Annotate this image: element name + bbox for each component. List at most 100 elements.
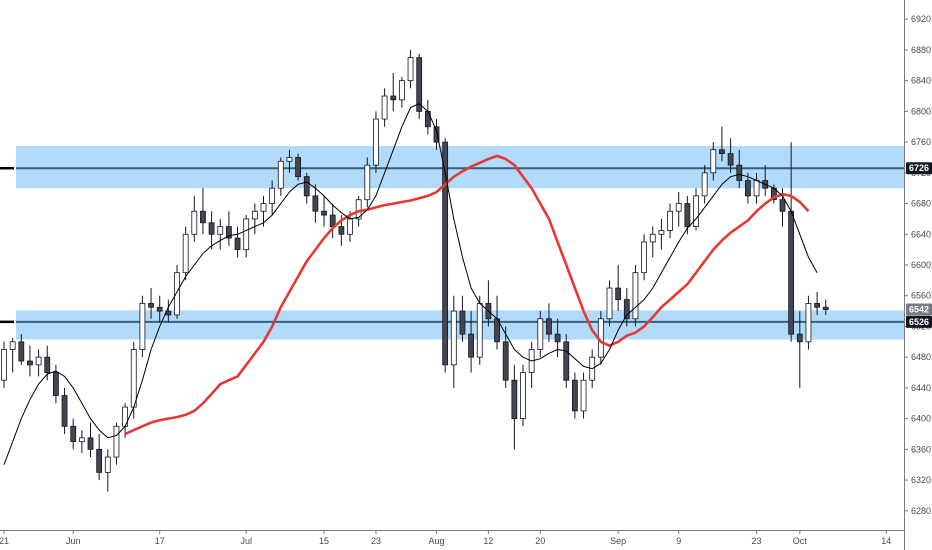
price-tag-box <box>906 303 932 316</box>
candle-body <box>753 180 760 197</box>
candle-body <box>572 379 578 412</box>
price-tick-label: 6680 <box>911 199 931 209</box>
candle-body <box>684 203 691 227</box>
candle-body <box>710 149 717 174</box>
candle-body <box>814 303 820 308</box>
candle-body <box>615 287 622 300</box>
candle-body <box>373 118 379 166</box>
candle-body <box>18 341 25 362</box>
price-tag-label: 6726 <box>909 163 929 173</box>
time-tick-label: 23 <box>752 536 762 546</box>
candle-body <box>727 153 734 166</box>
candle-body <box>347 218 353 235</box>
price-tags-layer: 6726 6542 6526 <box>906 162 932 328</box>
candle-body <box>805 303 812 343</box>
candle-body <box>459 310 466 335</box>
time-tick-label: Jun <box>66 536 81 546</box>
candle-body <box>675 203 682 212</box>
ma-slow-line <box>124 154 810 436</box>
price-tick-label: 6840 <box>911 76 931 86</box>
time-tick-label: 9 <box>676 536 681 546</box>
price-tag-label: 6526 <box>909 317 929 327</box>
candle-body <box>641 241 647 274</box>
candle-body <box>182 233 189 274</box>
price-tag-box <box>906 162 932 175</box>
time-axis: 21 Jun 17 Jul 15 23 Aug 12 20 Sep 9 23 Oct 14 <box>0 530 904 546</box>
candle-body <box>355 199 362 220</box>
price-tick-label: 6320 <box>911 475 931 485</box>
time-tick-label: 14 <box>881 536 891 546</box>
candle-body <box>156 306 163 312</box>
candle-body <box>104 456 111 473</box>
candle-body <box>200 210 206 224</box>
candle-body <box>442 141 449 366</box>
time-tick-label: Aug <box>428 536 444 546</box>
candle-body <box>693 195 699 227</box>
price-tick-label: 6360 <box>911 444 931 454</box>
candle-body <box>667 210 673 231</box>
candle-body <box>658 230 665 235</box>
price-tag-box <box>906 315 932 328</box>
candle-body <box>44 356 51 373</box>
price-tick-label: 6560 <box>911 291 931 301</box>
candle-body <box>277 160 284 189</box>
candle-body <box>736 164 743 181</box>
candle-body <box>381 95 388 120</box>
price-tick-label: 6800 <box>911 106 931 116</box>
candle-body <box>234 237 241 251</box>
candle-body <box>70 425 77 443</box>
candle-body <box>546 318 552 335</box>
price-tick-label: 6760 <box>911 137 931 147</box>
candle-body <box>745 180 751 197</box>
candle-body <box>139 303 146 350</box>
zones-layer <box>0 145 904 340</box>
candle-body <box>433 126 440 143</box>
candle-body <box>269 187 276 204</box>
candle-body <box>191 210 198 235</box>
candle-body <box>148 303 154 308</box>
price-tick-label: 6400 <box>911 414 931 424</box>
candle-body <box>225 226 232 239</box>
candle-body <box>96 448 103 473</box>
price-tick-label: 6920 <box>911 14 931 24</box>
time-tick-label: 17 <box>155 536 165 546</box>
price-tag-label: 6542 <box>909 305 929 315</box>
price-tick-label: 6600 <box>911 260 931 270</box>
candle-body <box>424 110 431 128</box>
candle-body <box>251 210 258 220</box>
candle-body <box>788 210 795 335</box>
candle-body <box>416 57 423 112</box>
candle-body <box>822 306 829 310</box>
candle-body <box>35 356 42 366</box>
price-tick-label: 6280 <box>911 506 931 516</box>
time-tick-label: 12 <box>483 536 493 546</box>
candle-body <box>468 333 475 358</box>
time-tick-label: 21 <box>0 536 9 546</box>
candle-body <box>9 341 16 350</box>
candle-body <box>701 172 708 197</box>
candle-body <box>208 222 215 235</box>
time-tick-label: Sep <box>610 536 626 546</box>
candle-body <box>27 360 33 366</box>
candle-body <box>476 303 483 358</box>
candle-body <box>407 57 414 82</box>
price-tick-label: 6480 <box>911 352 931 362</box>
candle-body <box>87 437 94 450</box>
candle-body <box>321 210 327 216</box>
price-axis: 6280632063606400644064806520656066006640… <box>904 0 931 550</box>
candle-body <box>632 272 639 320</box>
candle-body <box>554 333 561 343</box>
candle-body <box>537 318 544 350</box>
candle-body <box>217 226 224 235</box>
candle-body <box>779 199 786 212</box>
candle-body <box>520 372 526 420</box>
candle-body <box>398 80 405 101</box>
price-tick-label: 6440 <box>911 383 931 393</box>
candle-body <box>303 176 310 197</box>
candle-body <box>286 157 293 162</box>
price-tick-label: 6880 <box>911 45 931 55</box>
zone-band-0 <box>16 145 904 189</box>
candle-body <box>312 195 319 212</box>
